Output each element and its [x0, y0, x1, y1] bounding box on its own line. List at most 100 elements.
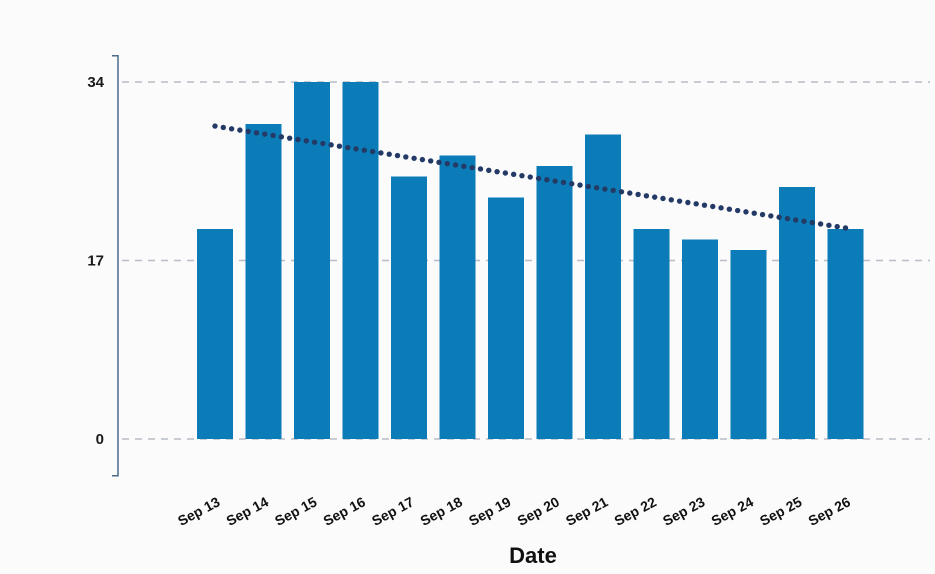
bar: [197, 229, 233, 439]
trendline-dot: [220, 124, 226, 131]
trendline-dot: [245, 128, 251, 135]
trendline-dot: [361, 147, 368, 153]
trendline-dot: [768, 213, 774, 219]
trendline-dot: [469, 164, 475, 171]
trendline-dot: [345, 144, 351, 151]
trendline-dot: [510, 171, 517, 178]
trendline-dot: [527, 174, 533, 180]
trendline-dot: [336, 143, 343, 149]
trendline-dot: [303, 138, 309, 144]
bar: [294, 82, 330, 439]
trendline-dot: [461, 163, 467, 170]
trendline-dot: [278, 134, 285, 140]
y-tick-label: 34: [87, 74, 104, 91]
trendline-dot: [394, 152, 401, 159]
trendline-dot: [842, 225, 849, 231]
trendline-dot: [452, 162, 459, 168]
trendline-dot: [544, 177, 550, 183]
bar: [439, 155, 476, 439]
trendline-dot: [577, 182, 583, 188]
trendline-dot: [353, 146, 359, 152]
trendline-dot: [253, 130, 260, 136]
bar: [391, 176, 427, 439]
trendline-dot: [676, 198, 683, 204]
trendline-dot: [320, 140, 326, 147]
trendline-dot: [826, 222, 832, 228]
trendline-dot: [378, 150, 384, 156]
trendline-dot: [237, 127, 243, 133]
trendline-dot: [801, 218, 807, 224]
trendline-dot: [793, 217, 799, 223]
trendline-dot: [635, 191, 641, 198]
trendline-dot: [726, 206, 733, 212]
trendline-dot: [693, 201, 699, 207]
x-tick-label: Sep 25: [757, 493, 805, 528]
x-tick-label: Sep 18: [418, 493, 466, 528]
bar: [488, 197, 524, 439]
y-tick-label: 0: [96, 431, 104, 448]
trendline-dot: [668, 197, 674, 203]
x-tick-label: Sep 19: [466, 493, 514, 528]
trendline-dot: [212, 123, 218, 129]
trendline-dot: [560, 179, 567, 186]
bar: [730, 250, 767, 439]
y-axis-line: [112, 55, 119, 477]
trendline-dot: [311, 139, 318, 145]
trendline-dot: [552, 178, 558, 184]
trendline-dot: [718, 205, 724, 211]
trendline-dot: [685, 199, 691, 206]
trendline-dot: [710, 203, 716, 210]
bar: [245, 124, 282, 439]
trendline-dot: [602, 186, 608, 192]
trendline-dot: [751, 210, 757, 216]
x-tick-label: Sep 13: [175, 493, 223, 528]
trendline-dot: [809, 219, 816, 226]
trendline-dot: [427, 158, 434, 164]
bar: [342, 82, 379, 439]
x-tick-label: Sep 17: [369, 493, 417, 528]
trendline-dot: [444, 160, 450, 167]
trendline-dot: [817, 221, 824, 227]
trendline-dot: [618, 189, 625, 195]
trendline-dot: [477, 166, 484, 172]
trendline-dot: [660, 195, 666, 202]
trendline-dot: [262, 131, 268, 137]
bar: [682, 239, 718, 439]
x-tick-label: Sep 15: [272, 493, 320, 528]
bar: [827, 229, 864, 439]
trendline-dot: [651, 194, 658, 200]
trendline-dot: [734, 207, 741, 214]
trendline-dot: [286, 135, 293, 141]
x-tick-label: Sep 24: [709, 493, 757, 528]
trendline-dot: [834, 223, 840, 230]
trendline-dot: [569, 181, 575, 187]
trendline-dot: [502, 170, 509, 176]
trendline-dot: [610, 187, 616, 194]
bar: [779, 187, 815, 439]
trendline-dot: [701, 202, 708, 208]
x-tick-label: Sep 26: [806, 493, 854, 528]
x-tick-labels: Sep 13 Sep 14 Sep 15 Sep 16 Sep 17 Sep 18 Sep …: [175, 493, 853, 528]
trendline-dot: [759, 211, 766, 218]
y-tick-label: 17: [87, 253, 104, 270]
bar: [585, 134, 621, 439]
trendline-dot: [585, 183, 592, 190]
trendline-dot: [743, 209, 749, 215]
y-tick-labels: 0 17 34: [87, 74, 104, 448]
trendline-dot: [436, 159, 442, 165]
x-tick-label: Sep 22: [612, 493, 660, 528]
trendline-dot: [411, 155, 417, 161]
trendline-dot: [643, 193, 650, 199]
x-axis-label: Date: [509, 543, 557, 568]
trendline: [212, 123, 849, 231]
trendline-dot: [784, 215, 791, 222]
bars: [197, 82, 864, 439]
trendline-dot: [403, 154, 409, 160]
trendline-dot: [519, 172, 525, 179]
trendline-dot: [328, 142, 334, 148]
bar: [633, 229, 670, 439]
trendline-dot: [776, 214, 782, 220]
trendline-dot: [627, 190, 633, 196]
